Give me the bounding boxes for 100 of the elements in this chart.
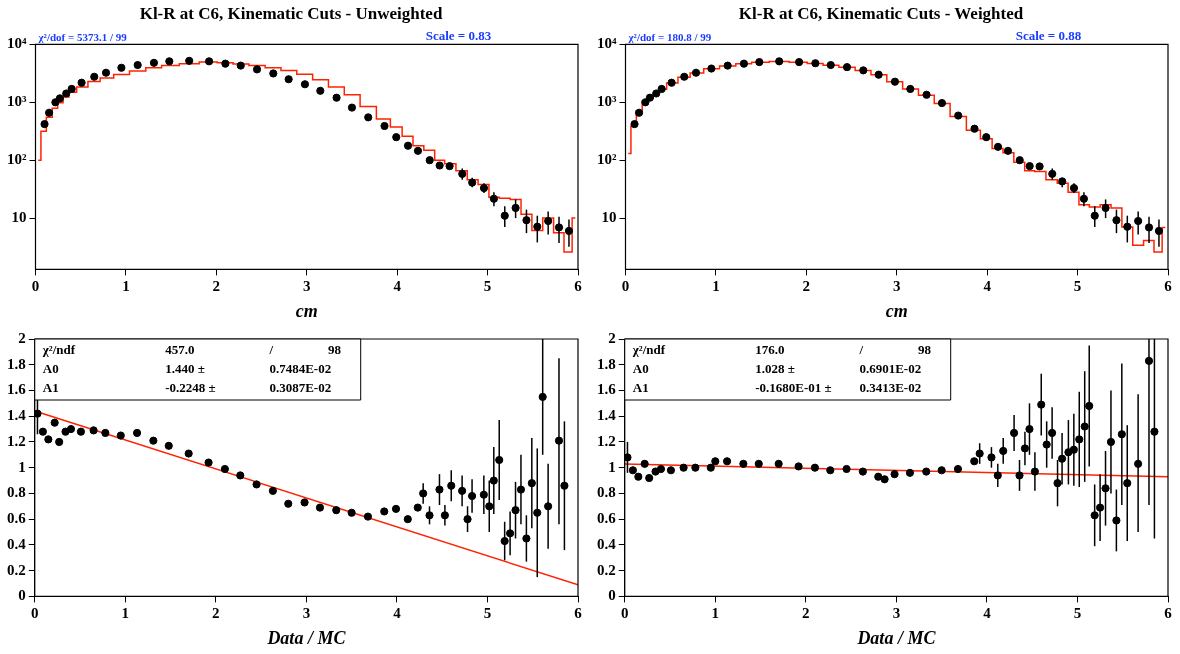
point <box>640 459 649 468</box>
text: Scale = 0.88 <box>1015 28 1082 44</box>
point <box>775 57 784 66</box>
point <box>652 89 661 98</box>
point <box>1015 471 1024 480</box>
point <box>1042 440 1051 449</box>
point <box>391 504 401 513</box>
point <box>656 464 666 474</box>
x-tick-label: 4 <box>393 605 402 622</box>
point <box>1048 169 1057 178</box>
point <box>739 59 749 68</box>
text: χ²/ndf 457.0 / 98 <box>42 341 342 357</box>
point <box>993 142 1003 151</box>
point <box>185 56 194 65</box>
text: A1 -0.2248 ± 0.3087E-02 <box>42 379 332 395</box>
chart-title: Kl-R at C6, Kinematic Cuts - Weighted <box>738 3 1024 23</box>
x-tick-label: 3 <box>892 605 901 622</box>
point <box>44 108 54 117</box>
y-tick-label: 1 <box>18 458 26 475</box>
point <box>922 90 931 99</box>
point <box>463 515 472 524</box>
point <box>380 121 389 131</box>
point <box>826 466 835 475</box>
point <box>332 506 341 515</box>
point <box>284 499 293 508</box>
point <box>667 78 676 87</box>
point <box>645 473 654 483</box>
point <box>982 133 991 142</box>
point <box>55 437 64 447</box>
point <box>1035 162 1044 171</box>
point <box>1053 479 1062 488</box>
point <box>906 84 915 94</box>
x-tick-label: 3 <box>303 278 311 295</box>
x-tick-label: 4 <box>393 278 402 295</box>
point <box>680 72 689 81</box>
x-tick-label: 1 <box>712 278 720 295</box>
point <box>975 449 984 458</box>
y-tick-label: 0.2 <box>7 561 26 578</box>
point <box>723 61 732 70</box>
point <box>533 222 542 231</box>
x-axis-title: Data / MC <box>266 627 347 648</box>
point <box>630 120 639 129</box>
point <box>435 485 444 494</box>
text: χ²/dof = 180.8 / 99 <box>627 30 712 43</box>
point <box>1003 146 1013 155</box>
point <box>425 511 434 520</box>
x-tick-label: 2 <box>802 278 811 295</box>
x-tick-label: 0 <box>31 278 40 295</box>
x-tick-label: 1 <box>121 605 130 622</box>
x-tick-label: 3 <box>893 278 901 295</box>
text: A1 -0.1680E-01 ± 0.3413E-02 <box>632 379 922 395</box>
x-tick-label: 5 <box>483 605 492 622</box>
point <box>284 75 293 84</box>
point <box>511 506 520 515</box>
point <box>300 498 309 507</box>
y-tick-label: 10³ <box>7 93 27 110</box>
x-tick-label: 5 <box>483 278 492 295</box>
point <box>500 536 509 546</box>
point <box>634 108 644 117</box>
point <box>38 427 47 436</box>
y-tick-label: 0.4 <box>597 535 617 552</box>
point <box>268 486 277 495</box>
point <box>363 512 373 521</box>
point <box>1025 162 1034 171</box>
x-tick-label: 4 <box>983 278 992 295</box>
point <box>1123 479 1132 488</box>
point <box>937 98 947 108</box>
point <box>691 463 700 472</box>
point <box>61 427 70 436</box>
point <box>634 472 643 481</box>
point <box>794 462 803 471</box>
point <box>890 470 899 479</box>
y-tick-label: 10² <box>7 151 27 168</box>
y-tick-label: 10⁴ <box>7 35 27 52</box>
point <box>1112 516 1121 525</box>
point <box>666 466 676 475</box>
point <box>657 84 666 94</box>
point <box>739 459 748 468</box>
point <box>392 133 401 142</box>
point <box>1101 203 1110 212</box>
text: A0 1.028 ± 0.6901E-02 <box>632 360 922 376</box>
point <box>1112 216 1121 225</box>
point <box>1015 156 1024 165</box>
x-tick-label: 6 <box>574 278 583 295</box>
point <box>890 77 900 86</box>
x-tick-label: 0 <box>621 278 630 295</box>
point <box>236 61 245 70</box>
x-tick-label: 0 <box>621 605 629 622</box>
point <box>707 64 716 73</box>
point <box>117 63 126 72</box>
text: A0 1.440 ± 0.7484E-02 <box>42 360 332 376</box>
y-tick-label: 2 <box>18 329 26 346</box>
point <box>184 449 193 458</box>
y-tick-label: 0.4 <box>7 535 27 552</box>
point <box>66 424 76 434</box>
point <box>315 503 325 512</box>
point <box>76 427 86 436</box>
x-tick-label: 6 <box>1164 605 1173 622</box>
point <box>205 57 214 66</box>
x-tick-label: 1 <box>711 605 720 622</box>
